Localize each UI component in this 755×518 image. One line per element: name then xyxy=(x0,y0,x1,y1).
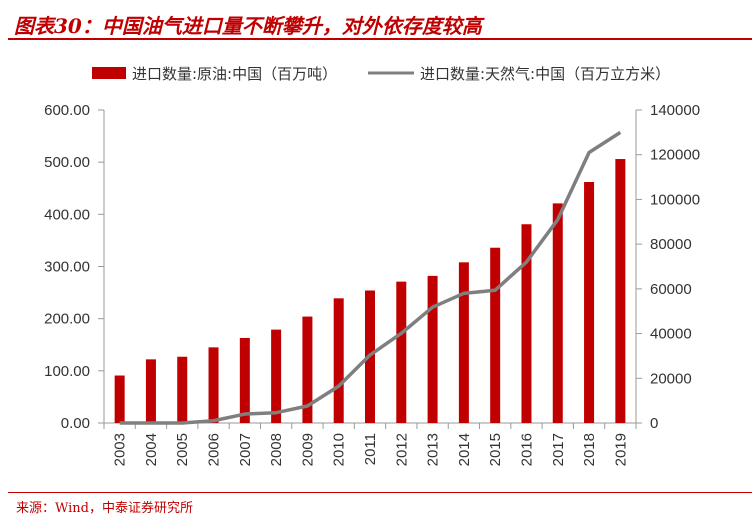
left-tick-label: 300.00 xyxy=(44,259,90,276)
right-tick-label: 100000 xyxy=(650,191,700,208)
legend-label-line: 进口数量:天然气:中国（百万立方米） xyxy=(420,65,670,83)
x-tick-label: 2007 xyxy=(237,433,254,466)
title-bar: 图表30：中国油气进口量不断攀升，对外依存度较高 xyxy=(8,4,752,40)
oil-import-bar xyxy=(427,275,438,423)
right-tick-label: 40000 xyxy=(650,326,692,343)
right-tick-label: 20000 xyxy=(650,370,692,387)
oil-import-bar xyxy=(208,347,219,423)
oil-import-bar xyxy=(114,375,125,423)
oil-import-bar xyxy=(396,281,407,423)
x-tick-label: 2011 xyxy=(362,433,379,465)
bars xyxy=(114,159,626,423)
x-tick-label: 2008 xyxy=(268,433,285,466)
left-tick-label: 0.00 xyxy=(61,415,90,432)
x-tick-label: 2016 xyxy=(518,433,535,466)
source-note: 来源：Wind，中泰证券研究所 xyxy=(16,501,193,516)
left-tick-label: 600.00 xyxy=(44,102,90,119)
oil-import-bar xyxy=(333,298,344,423)
legend: 进口数量:原油:中国（百万吨） 进口数量:天然气:中国（百万立方米） xyxy=(92,65,670,83)
x-tick-label: 2013 xyxy=(425,433,442,466)
right-tick-label: 140000 xyxy=(650,102,700,119)
chart-title: 图表30：中国油气进口量不断攀升，对外依存度较高 xyxy=(14,14,482,38)
x-tick-label: 2005 xyxy=(174,433,191,466)
oil-import-bar xyxy=(145,359,156,423)
oil-import-bar xyxy=(584,181,595,423)
x-ticks: 2003 2004 2005 2006 2007 2008 2009 2010 2011 2012… xyxy=(103,423,637,466)
right-tick-label: 60000 xyxy=(650,281,692,298)
right-tick-label: 0 xyxy=(650,415,658,432)
oil-import-bar xyxy=(490,247,501,423)
x-tick-label: 2019 xyxy=(612,433,629,466)
oil-import-bar xyxy=(615,159,626,423)
x-tick-label: 2004 xyxy=(143,433,160,466)
x-tick-label: 2009 xyxy=(299,433,316,466)
oil-import-bar xyxy=(302,316,313,423)
right-tick-label: 80000 xyxy=(650,236,692,253)
legend-label-bar: 进口数量:原油:中国（百万吨） xyxy=(132,65,337,83)
oil-import-bar xyxy=(239,337,250,423)
x-tick-label: 2003 xyxy=(112,433,129,466)
x-tick-label: 2010 xyxy=(331,433,348,466)
left-tick-label: 400.00 xyxy=(44,206,90,223)
source-divider xyxy=(8,492,752,493)
left-ticks: 0.00 100.00 200.00 300.00 400.00 500.00 600.00 xyxy=(44,102,104,432)
oil-import-bar xyxy=(458,262,469,423)
right-tick-label: 120000 xyxy=(650,147,700,164)
x-tick-label: 2017 xyxy=(550,433,567,466)
x-tick-label: 2015 xyxy=(487,433,504,466)
left-tick-label: 100.00 xyxy=(44,363,90,380)
oil-import-bar xyxy=(177,356,188,423)
left-tick-label: 500.00 xyxy=(44,154,90,171)
right-ticks: 0 20000 40000 60000 80000 100000 120000 140000 xyxy=(636,102,700,432)
gas-import-line xyxy=(119,130,622,425)
x-tick-label: 2014 xyxy=(456,433,473,466)
x-tick-label: 2012 xyxy=(393,433,410,466)
x-tick-label: 2006 xyxy=(206,433,223,466)
x-tick-label: 2018 xyxy=(581,433,598,466)
oil-import-bar xyxy=(521,224,532,423)
oil-import-bar xyxy=(552,203,563,423)
chart: 进口数量:原油:中国（百万吨） 进口数量:天然气:中国（百万立方米） 0.00 1… xyxy=(44,65,700,466)
left-tick-label: 200.00 xyxy=(44,311,90,328)
oil-import-bar xyxy=(271,329,282,423)
legend-swatch-bar xyxy=(92,67,126,79)
